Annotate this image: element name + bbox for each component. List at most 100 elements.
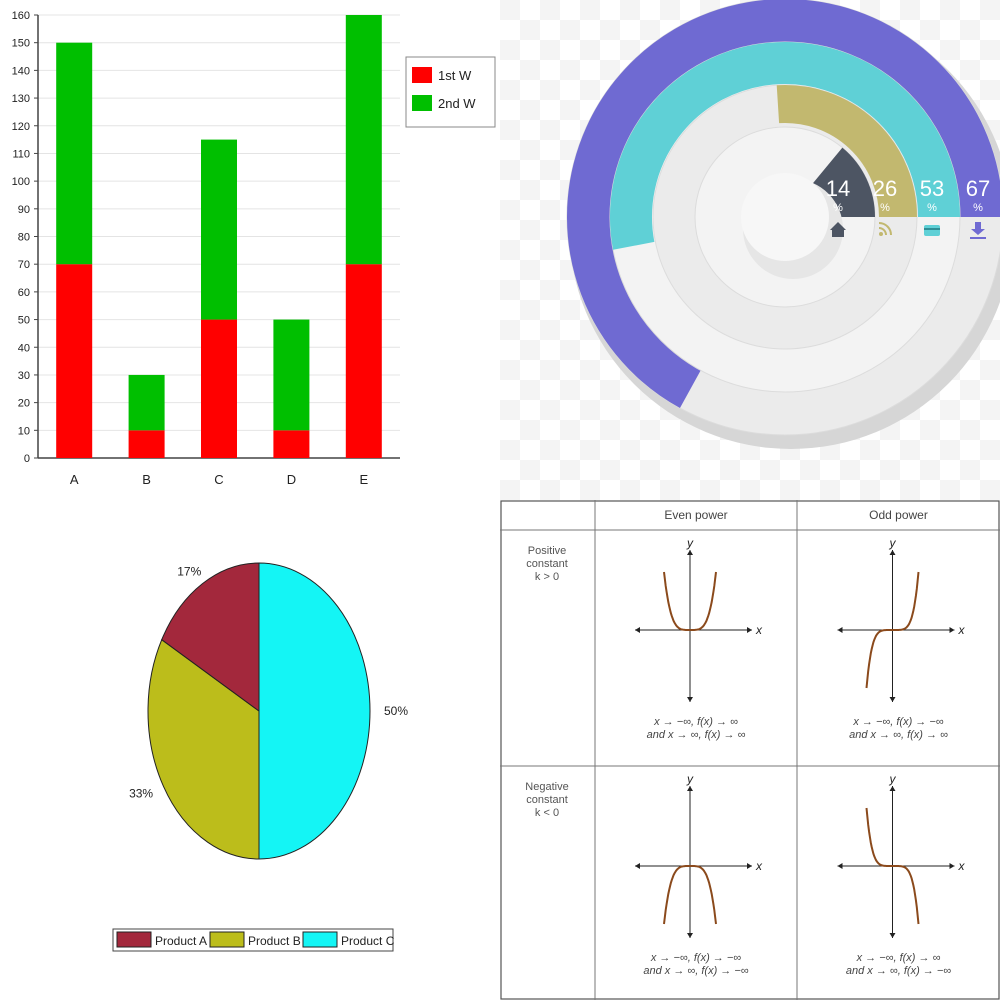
bg-tile <box>580 0 600 20</box>
bg-tile <box>900 440 920 460</box>
bg-tile <box>540 360 560 380</box>
row-header: constant <box>526 794 568 806</box>
end-behavior-caption: and x → ∞, f(x) → −∞ <box>846 965 951 977</box>
bg-tile <box>500 400 520 420</box>
y-tick-label: 50 <box>18 315 30 327</box>
function-curve <box>865 807 920 925</box>
bg-tile <box>520 100 540 120</box>
bar-segment <box>345 15 382 265</box>
bg-tile <box>500 280 520 300</box>
graph-cell: x y x → −∞, f(x) → −∞and x → ∞, f(x) → −∞ <box>635 772 763 977</box>
bg-tile <box>980 40 1000 60</box>
home-icon <box>830 222 846 237</box>
ring-segment <box>776 85 917 218</box>
bg-tile <box>560 340 580 360</box>
bg-tile <box>960 60 980 80</box>
end-behavior-caption: and x → ∞, f(x) → −∞ <box>643 965 748 977</box>
row-header: k < 0 <box>535 807 559 819</box>
bg-tile <box>560 20 580 40</box>
bar-segment <box>201 319 237 458</box>
rss-icon <box>878 222 892 236</box>
legend-swatch <box>209 931 245 948</box>
bg-tile <box>960 20 980 40</box>
bg-tile <box>520 460 540 480</box>
ring-value-label: 67 <box>966 176 990 201</box>
y-axis-label: y <box>889 772 897 786</box>
ring-chart-panel: 14% 26% 53% 67% <box>500 0 1000 500</box>
ring-value-label: 53 <box>920 176 944 201</box>
card-icon <box>924 225 940 236</box>
bg-tile <box>860 480 880 500</box>
y-axis-label: y <box>686 536 694 550</box>
x-tick-label: C <box>214 472 223 487</box>
bg-tile <box>740 480 760 500</box>
download-arrow <box>971 222 985 235</box>
bg-tile <box>660 480 680 500</box>
power-function-table-panel: Even power Odd power Positive constant k > 0… <box>500 500 1000 1000</box>
y-tick-label: 20 <box>18 398 30 410</box>
y-tick-label: 140 <box>12 65 30 77</box>
rss-arc <box>878 227 887 236</box>
bg-tile <box>560 380 580 400</box>
bg-tile <box>640 460 660 480</box>
legend-swatch <box>302 931 338 948</box>
graph-cell: x y x → −∞, f(x) → −∞and x → ∞, f(x) → ∞ <box>837 536 966 741</box>
download-base <box>970 237 986 239</box>
bg-tile <box>620 480 640 500</box>
legend-label: Product B <box>248 934 301 948</box>
x-tick-label: A <box>70 472 79 487</box>
bg-tile <box>900 480 920 500</box>
bg-tile <box>540 160 560 180</box>
graph-cell: x y x → −∞, f(x) → ∞and x → ∞, f(x) → −∞ <box>837 772 966 977</box>
y-tick-label: 120 <box>12 121 30 133</box>
bar-segment <box>273 319 310 431</box>
function-curve <box>865 571 920 689</box>
end-behavior-caption: x → −∞, f(x) → ∞ <box>653 716 738 728</box>
bg-tile <box>560 100 580 120</box>
bg-tile <box>520 60 540 80</box>
pie-value-label: 17% <box>177 565 201 579</box>
bg-tile <box>960 380 980 400</box>
bg-tile <box>600 420 620 440</box>
end-behavior-caption: x → −∞, f(x) → −∞ <box>852 716 943 728</box>
bg-tile <box>540 200 560 220</box>
bg-tile <box>700 440 720 460</box>
ring-segment <box>567 0 1000 409</box>
bg-tile <box>820 480 840 500</box>
legend-swatch <box>412 95 432 111</box>
legend-label: Product A <box>155 934 207 948</box>
bg-tile <box>520 20 540 40</box>
concentric-ring-chart: 14%26%53%67% <box>500 0 1000 500</box>
bar-segment <box>201 139 237 320</box>
bg-tile <box>920 20 940 40</box>
center-disc <box>741 173 829 261</box>
table-border <box>500 500 1000 1000</box>
bar-segment <box>128 374 165 431</box>
row-header: Positive <box>528 545 567 557</box>
bg-tile <box>980 0 1000 20</box>
ring-unit-label: % <box>880 202 890 214</box>
rss-arc <box>878 222 892 236</box>
bg-tile <box>880 460 900 480</box>
ring-unit-label: % <box>927 202 937 214</box>
ring-icons <box>830 222 986 239</box>
bg-tile <box>500 320 520 340</box>
ring-unit-label: % <box>833 202 843 214</box>
bg-tile <box>600 380 620 400</box>
bg-tile <box>540 120 560 140</box>
x-tick-label: B <box>142 472 151 487</box>
bar-segment <box>273 430 310 458</box>
bg-tile <box>500 200 520 220</box>
rss-dot <box>879 232 883 236</box>
bg-tile <box>520 180 540 200</box>
column-header: Odd power <box>869 508 928 522</box>
y-tick-label: 150 <box>12 38 30 50</box>
bg-tile <box>620 0 640 20</box>
card-shape <box>924 225 940 236</box>
pie-slice <box>147 638 260 860</box>
y-tick-label: 80 <box>18 232 30 244</box>
x-axis-label: x <box>958 859 966 873</box>
end-behavior-caption: x → −∞, f(x) → −∞ <box>650 952 741 964</box>
y-tick-label: 160 <box>12 10 30 22</box>
bg-tile <box>500 0 520 20</box>
